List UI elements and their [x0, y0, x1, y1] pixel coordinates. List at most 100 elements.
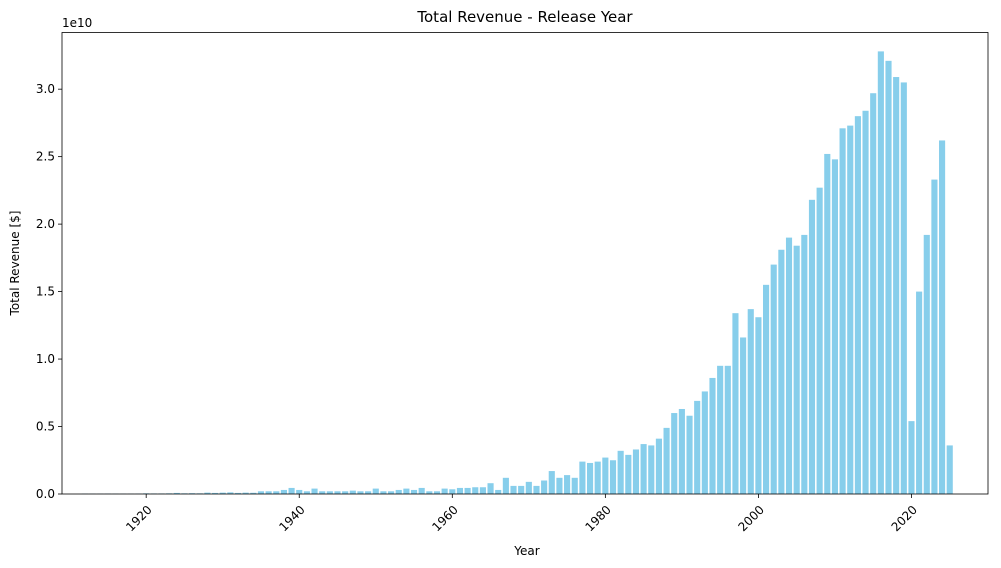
bar-1944 [326, 491, 333, 494]
bar-2021 [916, 291, 923, 494]
bar-1942 [311, 488, 318, 494]
bar-1951 [380, 491, 387, 494]
bar-2005 [793, 245, 800, 494]
bar-2022 [923, 234, 930, 494]
y-tick-label: 1.5 [36, 285, 55, 299]
y-offset-label: 1e10 [62, 16, 92, 30]
bar-1937 [273, 491, 280, 494]
bar-2020 [908, 421, 915, 494]
bar-2023 [931, 179, 938, 494]
bar-1941 [303, 491, 310, 494]
bar-1993 [701, 391, 708, 494]
bar-1975 [564, 475, 571, 494]
bar-1928 [204, 492, 211, 494]
bar-1949 [365, 491, 372, 494]
bar-1935 [257, 491, 265, 494]
bar-1967 [502, 477, 509, 494]
bar-2002 [770, 264, 777, 494]
bar-1959 [441, 488, 448, 494]
bar-1990 [678, 408, 685, 494]
bar-1974 [556, 477, 563, 494]
bar-1987 [655, 438, 662, 494]
y-tick-label: 0.5 [36, 420, 55, 434]
bar-1965 [487, 483, 494, 494]
bar-1982 [617, 450, 624, 494]
y-tick-label: 0.0 [36, 487, 55, 501]
bar-1931 [227, 492, 234, 494]
bar-1932 [234, 492, 242, 494]
bar-2009 [824, 153, 831, 494]
bar-1952 [388, 491, 395, 494]
x-axis-ticks: 1920 1940 1960 1980 2000 2020 [123, 494, 920, 534]
x-axis-label: Year [513, 544, 539, 558]
x-tick-label: 2020 [889, 503, 920, 534]
bar-1924 [173, 492, 180, 494]
bar-1926 [189, 493, 196, 494]
x-tick-label: 1940 [276, 503, 307, 534]
bar-1988 [663, 427, 670, 494]
bar-1970 [525, 481, 532, 494]
y-axis-ticks: 0.0 0.5 1.0 1.5 2.0 2.5 3.0 [36, 82, 62, 501]
chart-title: Total Revenue - Release Year [416, 8, 633, 26]
bar-2014 [862, 110, 869, 495]
bar-1948 [357, 491, 364, 494]
bar-1934 [250, 492, 257, 494]
bar-1939 [288, 487, 295, 494]
bar-1945 [334, 491, 341, 494]
bar-1996 [724, 365, 731, 494]
bar-1930 [219, 492, 226, 494]
bar-1986 [648, 445, 655, 494]
bar-1950 [372, 488, 379, 494]
bar-1961 [456, 487, 464, 494]
bar-1964 [479, 487, 486, 494]
bar-2000 [755, 317, 762, 494]
bar-1953 [395, 489, 402, 494]
bar-1995 [717, 365, 724, 494]
plot-frame [61, 32, 989, 495]
bar-1998 [740, 337, 747, 494]
bar-2024 [939, 140, 946, 494]
bar-1980 [602, 457, 609, 494]
bar-1936 [265, 491, 272, 494]
bar-1954 [403, 488, 410, 494]
bar-2019 [900, 82, 907, 495]
bar-2013 [854, 116, 861, 494]
y-tick-label: 3.0 [36, 82, 55, 96]
bar-2008 [816, 187, 823, 494]
bar-2003 [778, 249, 785, 494]
bar-1957 [426, 491, 433, 494]
x-tick-label: 2000 [736, 503, 767, 534]
bar-1968 [510, 485, 517, 494]
x-tick-label: 1980 [582, 503, 613, 534]
x-tick-label: 1960 [429, 503, 460, 534]
bar-2006 [801, 234, 808, 494]
y-axis-label: Total Revenue [$] [8, 211, 22, 317]
bar-1999 [747, 309, 754, 494]
bar-2018 [893, 77, 900, 494]
bar-1955 [410, 489, 418, 494]
x-tick-label: 1920 [123, 503, 154, 534]
bar-1940 [296, 489, 303, 494]
bar-1956 [418, 487, 425, 494]
bar-1960 [449, 489, 456, 494]
bar-1984 [632, 449, 640, 494]
bar-1943 [319, 491, 326, 494]
bar-1947 [349, 490, 356, 494]
bar-1971 [533, 485, 540, 494]
bar-1972 [541, 480, 548, 494]
bars-group [81, 51, 953, 495]
bar-1997 [732, 313, 739, 494]
bar-1969 [518, 485, 525, 494]
bar-2025 [946, 445, 953, 494]
bar-1994 [709, 377, 716, 494]
bar-2004 [785, 237, 793, 495]
bar-1977 [579, 461, 586, 494]
bar-1933 [242, 492, 249, 494]
bar-1989 [671, 413, 678, 494]
bar-2010 [831, 159, 838, 494]
bar-1985 [640, 444, 647, 494]
bar-1991 [686, 415, 693, 494]
bar-2012 [847, 125, 854, 495]
bar-1983 [625, 454, 632, 494]
